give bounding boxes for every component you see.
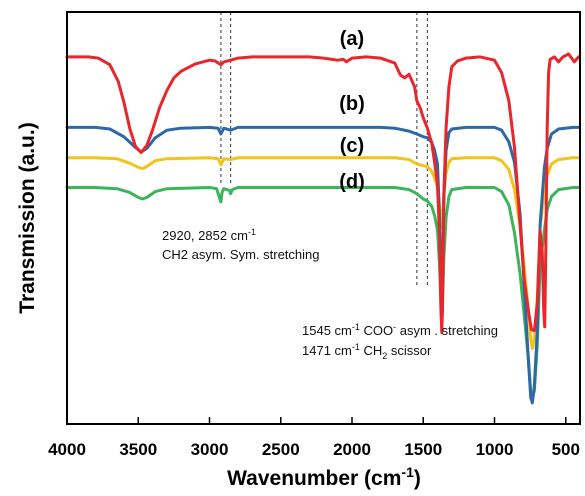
x-tick-label-2000: 2000 <box>333 440 371 459</box>
series-labels: (a) (b) (c) (d) <box>339 28 365 193</box>
x-axis-label: Wavenumber (cm-1) <box>227 464 421 490</box>
series-label-b: (b) <box>339 93 365 115</box>
series-line-d <box>65 186 581 402</box>
series-label-d: (d) <box>339 171 365 193</box>
series-line-a <box>65 52 581 334</box>
annotation-coo-line1: 1545 cm-1 COO- asym . stretching <box>302 322 498 338</box>
plot-frame <box>66 11 581 425</box>
x-tick-label-4000: 4000 <box>48 440 86 459</box>
series-lines <box>65 52 581 405</box>
annotation-coo: 1545 cm-1 COO- asym . stretching 1471 cm… <box>302 322 498 361</box>
annotation-coo-line2: 1471 cm-1 CH2 scissor <box>302 342 432 361</box>
x-tick-label-1000: 1000 <box>476 440 514 459</box>
x-axis-ticks: 4000 3500 3000 2500 2000 1500 1000 500 <box>48 417 580 459</box>
x-tick-label-3000: 3000 <box>191 440 229 459</box>
annotation-ch2-line2: CH2 asym. Sym. stretching <box>162 247 320 262</box>
x-tick-label-500: 500 <box>552 440 580 459</box>
y-axis-label: Transmission (a.u.) <box>16 122 39 313</box>
x-tick-label-1500: 1500 <box>404 440 442 459</box>
series-label-a: (a) <box>340 28 364 50</box>
series-label-c: (c) <box>340 135 364 157</box>
reference-lines <box>220 12 428 288</box>
x-tick-label-3500: 3500 <box>119 440 157 459</box>
series-line-b <box>65 125 581 405</box>
annotation-ch2: 2920, 2852 cm-1 CH2 asym. Sym. stretchin… <box>162 227 320 262</box>
annotation-ch2-line1: 2920, 2852 cm-1 <box>162 227 256 243</box>
x-tick-label-2500: 2500 <box>262 440 300 459</box>
